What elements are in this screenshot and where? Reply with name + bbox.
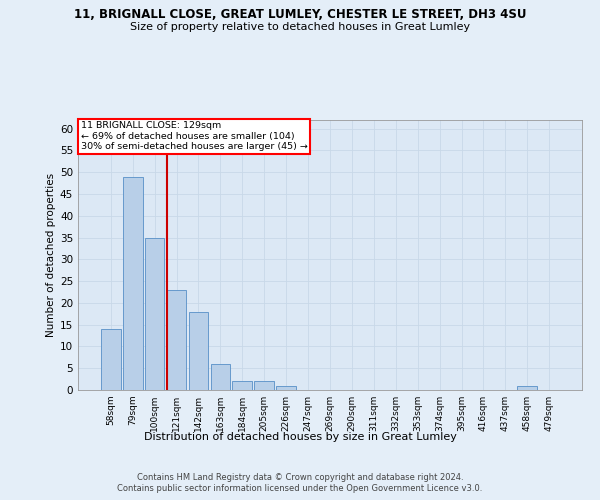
Text: 11, BRIGNALL CLOSE, GREAT LUMLEY, CHESTER LE STREET, DH3 4SU: 11, BRIGNALL CLOSE, GREAT LUMLEY, CHESTE… xyxy=(74,8,526,20)
Bar xyxy=(101,329,121,390)
Bar xyxy=(211,364,230,390)
Y-axis label: Number of detached properties: Number of detached properties xyxy=(46,173,56,337)
Bar xyxy=(145,238,164,390)
Text: 11 BRIGNALL CLOSE: 129sqm
← 69% of detached houses are smaller (104)
30% of semi: 11 BRIGNALL CLOSE: 129sqm ← 69% of detac… xyxy=(80,122,307,151)
Bar xyxy=(188,312,208,390)
Bar xyxy=(276,386,296,390)
Bar xyxy=(123,176,143,390)
Bar xyxy=(232,382,252,390)
Text: Size of property relative to detached houses in Great Lumley: Size of property relative to detached ho… xyxy=(130,22,470,32)
Bar xyxy=(254,382,274,390)
Bar xyxy=(517,386,537,390)
Text: Distribution of detached houses by size in Great Lumley: Distribution of detached houses by size … xyxy=(143,432,457,442)
Bar xyxy=(167,290,187,390)
Text: Contains HM Land Registry data © Crown copyright and database right 2024.: Contains HM Land Registry data © Crown c… xyxy=(137,472,463,482)
Text: Contains public sector information licensed under the Open Government Licence v3: Contains public sector information licen… xyxy=(118,484,482,493)
